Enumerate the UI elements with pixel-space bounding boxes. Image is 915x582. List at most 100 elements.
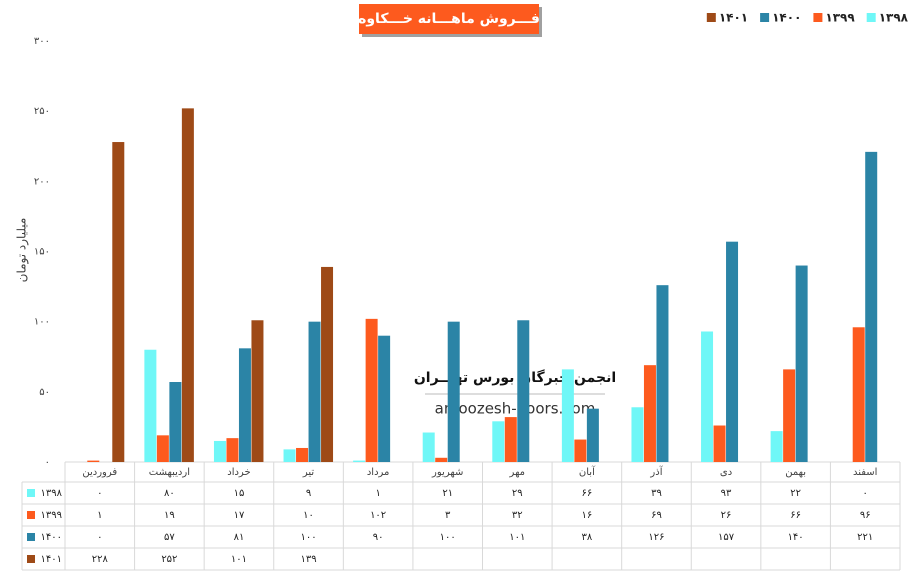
table-value: ۱۰۲	[370, 510, 386, 521]
y-tick-label: ۱۰۰	[34, 317, 50, 328]
legend-label: ۱۳۹۹	[825, 11, 855, 25]
table-value: ۱۰۰	[300, 532, 316, 543]
table-value: ۱۰	[303, 510, 314, 521]
table-value: ۲۶	[721, 510, 732, 521]
table-value: ۰	[863, 488, 868, 499]
x-tick-label: دی	[720, 467, 732, 478]
y-tick-label: ۳۰۰	[34, 36, 50, 47]
table-value: ۹۶	[860, 510, 871, 521]
table-value: ۱۵۷	[718, 532, 735, 543]
table-value: ۱۳۹	[300, 554, 316, 565]
table-value: ۱۷	[234, 510, 245, 521]
table-row-label: ۱۳۹۸	[41, 488, 63, 499]
table-row-label: ۱۴۰۰	[41, 532, 62, 543]
table-value: ۳۲	[512, 510, 523, 521]
bar	[852, 327, 865, 462]
table-swatch	[27, 533, 35, 541]
chart-title: فـــروش ماهـــانه خـــکاوه	[358, 11, 540, 27]
x-tick-label: بهمن	[785, 467, 806, 478]
table-value: ۱۰۱	[509, 532, 525, 543]
legend-swatch	[813, 13, 823, 22]
table-value: ۳۸	[582, 532, 593, 543]
x-tick-label: شهریور	[431, 467, 463, 478]
bar	[87, 460, 100, 462]
table-value: ۱	[97, 510, 102, 521]
bar	[353, 460, 366, 462]
x-tick-label: خرداد	[227, 467, 250, 478]
table-value: ۱۲۶	[648, 532, 664, 543]
watermark-title: انجمن خبرگان بورس تهـــران	[414, 369, 616, 386]
bar	[213, 440, 226, 462]
bar	[726, 241, 739, 462]
bar	[283, 449, 296, 462]
y-tick-label: ۰	[45, 457, 50, 468]
table-value: ۲۹	[512, 488, 523, 499]
table-value: ۶۶	[582, 488, 593, 499]
watermark-url: amoozesh-boors.com	[435, 400, 596, 418]
bar	[643, 365, 656, 462]
legend-swatch	[866, 13, 876, 22]
y-axis-label: میلیارد تومان	[15, 218, 30, 283]
table-value: ۶۹	[651, 510, 662, 521]
bar	[586, 408, 599, 462]
bar	[770, 431, 783, 462]
legend-label: ۱۴۰۱	[719, 11, 748, 25]
bar	[492, 421, 505, 462]
table-value: ۱	[375, 488, 380, 499]
table-value: ۹۳	[721, 488, 732, 499]
table-value: ۰	[97, 488, 102, 499]
bar	[238, 348, 251, 462]
x-tick-label: اسفند	[853, 467, 877, 478]
bar	[144, 349, 157, 462]
table-value: ۶۶	[790, 510, 801, 521]
bar	[795, 265, 808, 462]
table-value: ۲۱	[442, 488, 453, 499]
bar	[378, 335, 391, 462]
bar	[447, 321, 460, 462]
y-tick-label: ۵۰	[39, 387, 50, 398]
bar	[251, 320, 264, 462]
table-value: ۸۰	[164, 488, 175, 499]
table-value: ۱۵	[234, 488, 245, 499]
bar	[308, 321, 321, 462]
table-value: ۸۱	[234, 532, 245, 543]
x-tick-label: آبان	[579, 465, 596, 478]
x-tick-label: مرداد	[367, 467, 390, 478]
legend-swatch	[760, 13, 770, 22]
bar	[226, 438, 239, 462]
bar	[631, 407, 644, 462]
legend-label: ۱۴۰۰	[772, 11, 801, 25]
bar	[422, 432, 435, 462]
y-tick-label: ۲۵۰	[34, 106, 50, 117]
bar	[783, 369, 796, 462]
bar	[321, 266, 334, 462]
bar	[574, 439, 587, 462]
table-value: ۳۹	[651, 488, 662, 499]
table-row-label: ۱۳۹۹	[41, 510, 62, 521]
bar	[504, 417, 517, 462]
table-value: ۲۲۸	[92, 554, 109, 565]
table-value: ۹۰	[373, 532, 384, 543]
bar	[296, 447, 309, 462]
table-value: ۹	[306, 488, 311, 499]
bar	[701, 331, 714, 462]
x-tick-label: مهر	[509, 467, 525, 478]
bar	[865, 151, 878, 462]
bar	[656, 285, 669, 462]
table-swatch	[27, 555, 35, 563]
x-tick-label: تیر	[302, 467, 315, 478]
x-tick-label: آذر	[649, 465, 663, 478]
x-tick-label: فروردین	[82, 467, 117, 478]
legend-swatch	[706, 13, 716, 22]
x-tick-label: اردیبهشت	[149, 467, 190, 478]
table-value: ۲۲۱	[857, 532, 873, 543]
table-swatch	[27, 511, 35, 519]
table-row-label: ۱۴۰۱	[41, 554, 62, 565]
legend-label: ۱۳۹۸	[879, 11, 909, 25]
table-value: ۱۰۰	[440, 532, 456, 543]
table-value: ۱۹	[164, 510, 175, 521]
bar	[169, 382, 182, 462]
table-value: ۱۶	[582, 510, 593, 521]
bar	[561, 369, 574, 462]
bar	[112, 142, 125, 463]
